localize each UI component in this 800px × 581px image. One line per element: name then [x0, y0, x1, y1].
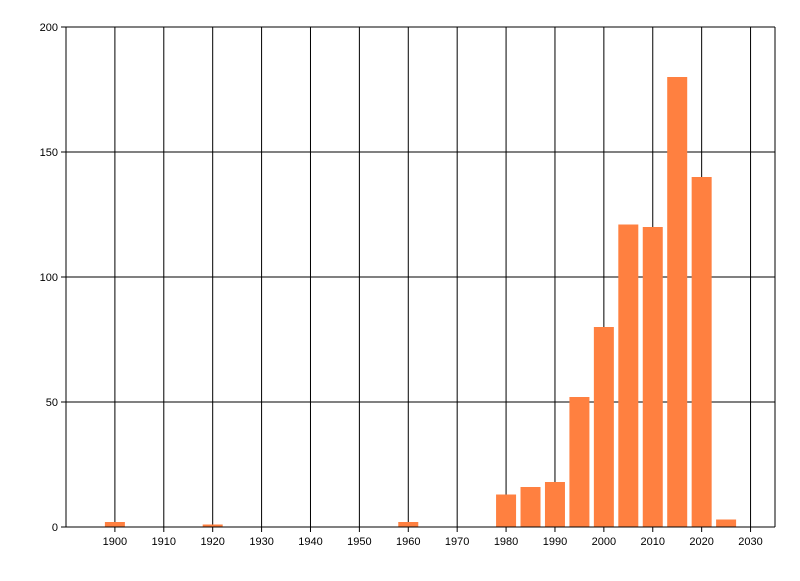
x-tick-label: 1940: [298, 536, 322, 548]
bar-1985: [520, 487, 541, 527]
y-tick-label: 150: [40, 147, 58, 159]
bar-2005: [618, 224, 639, 527]
x-tick-label: 1910: [152, 536, 176, 548]
y-tick-label: 100: [40, 272, 58, 284]
bars: [104, 77, 737, 527]
bar-1980: [496, 494, 517, 527]
bar-2025: [716, 519, 737, 527]
bar-1920: [202, 524, 223, 527]
x-tick-label: 1980: [494, 536, 518, 548]
bar-2015: [667, 77, 688, 527]
axes: [61, 26, 776, 532]
y-tick-label: 50: [46, 397, 58, 409]
x-tick-label: 2000: [592, 536, 616, 548]
x-tick-label: 1930: [249, 536, 273, 548]
x-tick-labels: 1900 1910 1920 1930 1940 1950 1960 1970 1980 1990…: [103, 536, 763, 548]
bar-1995: [569, 397, 590, 527]
x-tick-label: 2030: [738, 536, 762, 548]
x-tick-label: 1960: [396, 536, 420, 548]
bar-1960: [398, 522, 419, 527]
x-tick-label: 2020: [689, 536, 713, 548]
x-tick-label: 1900: [103, 536, 127, 548]
x-tick-label: 1920: [200, 536, 224, 548]
x-tick-label: 1990: [543, 536, 567, 548]
y-tick-label: 0: [52, 522, 58, 534]
x-tick-label: 2010: [641, 536, 665, 548]
y-tick-label: 200: [40, 22, 58, 34]
bar-2010: [642, 227, 663, 527]
bar-1900: [104, 522, 125, 527]
y-tick-labels: 0 50 100 150 200: [40, 22, 58, 534]
bar-1990: [544, 482, 565, 527]
x-tick-label: 1970: [445, 536, 469, 548]
x-tick-label: 1950: [347, 536, 371, 548]
bar-2020: [691, 177, 712, 527]
bar-2000: [593, 327, 614, 527]
